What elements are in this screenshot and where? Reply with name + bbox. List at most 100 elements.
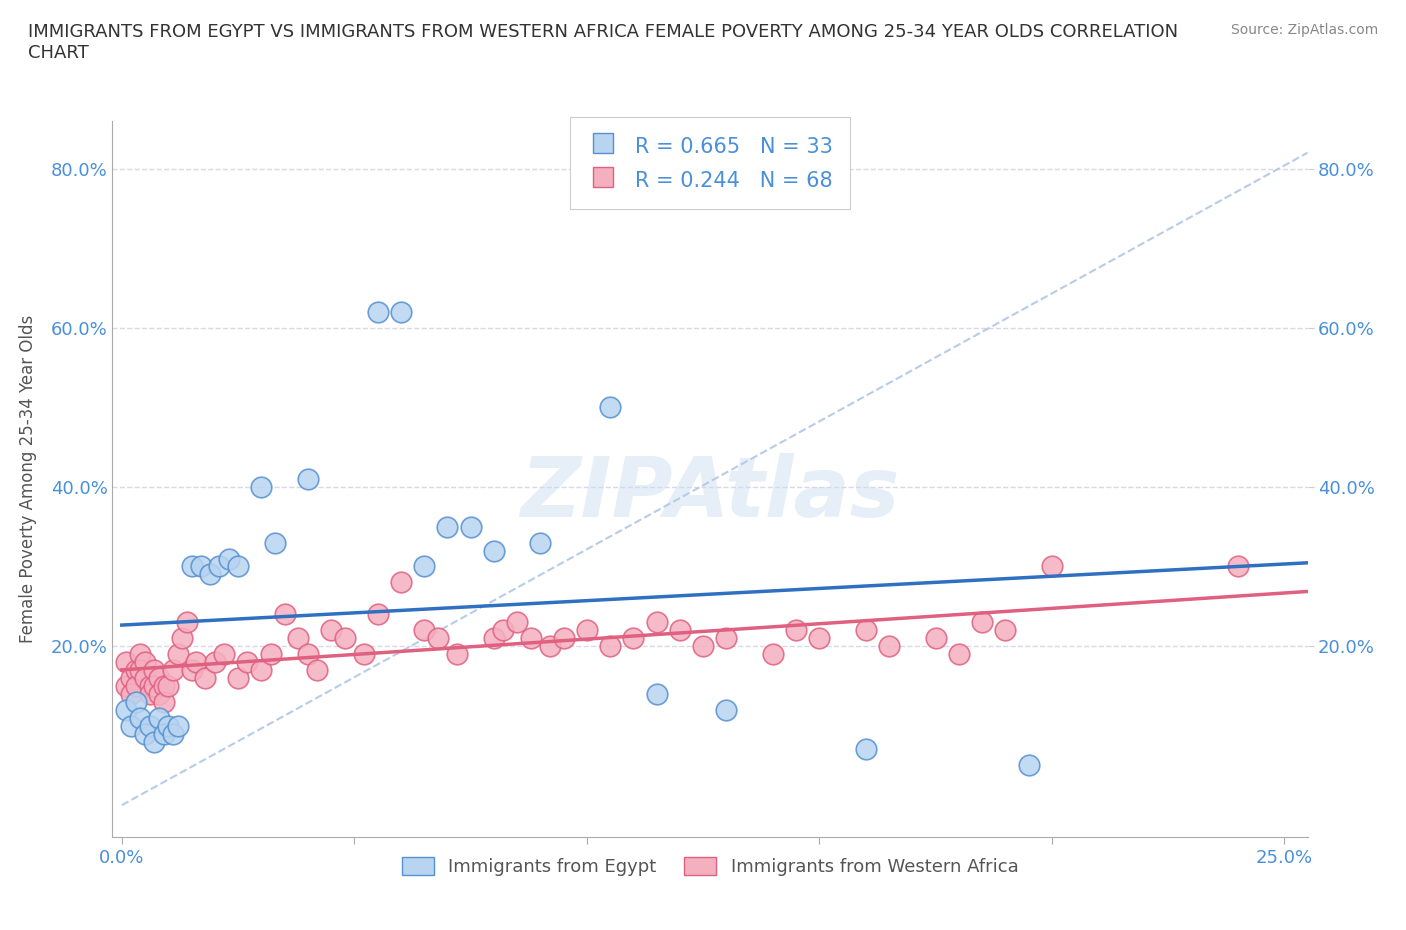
Point [297,472,319,486]
Point [389,304,412,319]
Point [134,655,156,670]
Point [553,631,575,645]
Point [436,519,458,534]
Point [1226,559,1249,574]
Point [645,615,668,630]
Point [162,662,184,677]
Point [413,559,436,574]
Legend: Immigrants from Egypt, Immigrants from Western Africa: Immigrants from Egypt, Immigrants from W… [392,848,1028,885]
Point [446,646,468,661]
Point [319,623,342,638]
Point [115,702,138,717]
Point [506,615,529,630]
Point [120,671,142,685]
Point [198,567,221,582]
Point [129,646,152,661]
Point [250,662,273,677]
Point [212,646,235,661]
Point [180,662,202,677]
Point [138,678,160,693]
Point [186,655,208,670]
Point [129,711,152,725]
Point [264,535,287,550]
Point [172,631,194,645]
Point [152,678,174,693]
Point [367,304,389,319]
Point [129,662,152,677]
Point [226,559,249,574]
Point [190,559,212,574]
Point [208,559,231,574]
Point [297,646,319,661]
Point [143,678,166,693]
Point [460,519,482,534]
Point [599,400,621,415]
Point [645,686,668,701]
Point [621,631,644,645]
Point [125,678,148,693]
Y-axis label: Female Poverty Among 25-34 Year Olds: Female Poverty Among 25-34 Year Olds [18,315,37,643]
Point [143,734,166,749]
Point [855,742,877,757]
Point [259,646,281,661]
Text: Source: ZipAtlas.com: Source: ZipAtlas.com [1230,23,1378,37]
Point [575,623,598,638]
Point [333,631,356,645]
Point [157,718,180,733]
Point [120,718,142,733]
Point [166,646,188,661]
Point [226,671,249,685]
Point [877,639,900,654]
Point [148,711,170,725]
Point [273,606,295,621]
Point [115,678,138,693]
Point [1040,559,1063,574]
Point [492,623,515,638]
Point [427,631,450,645]
Point [125,695,148,710]
Point [115,655,138,670]
Point [482,631,505,645]
Point [808,631,831,645]
Point [152,726,174,741]
Point [194,671,217,685]
Point [250,480,273,495]
Point [529,535,551,550]
Point [785,623,807,638]
Point [994,623,1017,638]
Point [180,559,202,574]
Point [218,551,240,566]
Point [176,615,198,630]
Point [599,639,621,654]
Point [413,623,436,638]
Point [152,695,174,710]
Text: ZIPAtlas: ZIPAtlas [520,453,900,534]
Point [134,726,156,741]
Point [970,615,993,630]
Point [157,678,180,693]
Point [716,631,738,645]
Text: IMMIGRANTS FROM EGYPT VS IMMIGRANTS FROM WESTERN AFRICA FEMALE POVERTY AMONG 25-: IMMIGRANTS FROM EGYPT VS IMMIGRANTS FROM… [28,23,1178,62]
Point [204,655,226,670]
Point [669,623,692,638]
Point [762,646,785,661]
Point [1018,758,1040,773]
Point [120,686,142,701]
Point [367,606,389,621]
Point [236,655,259,670]
Point [924,631,946,645]
Point [138,686,160,701]
Point [692,639,714,654]
Point [166,718,188,733]
Point [855,623,877,638]
Point [125,662,148,677]
Point [353,646,375,661]
Point [143,662,166,677]
Point [520,631,543,645]
Point [307,662,329,677]
Point [538,639,561,654]
Point [162,726,184,741]
Point [948,646,970,661]
Point [134,671,156,685]
Point [482,543,505,558]
